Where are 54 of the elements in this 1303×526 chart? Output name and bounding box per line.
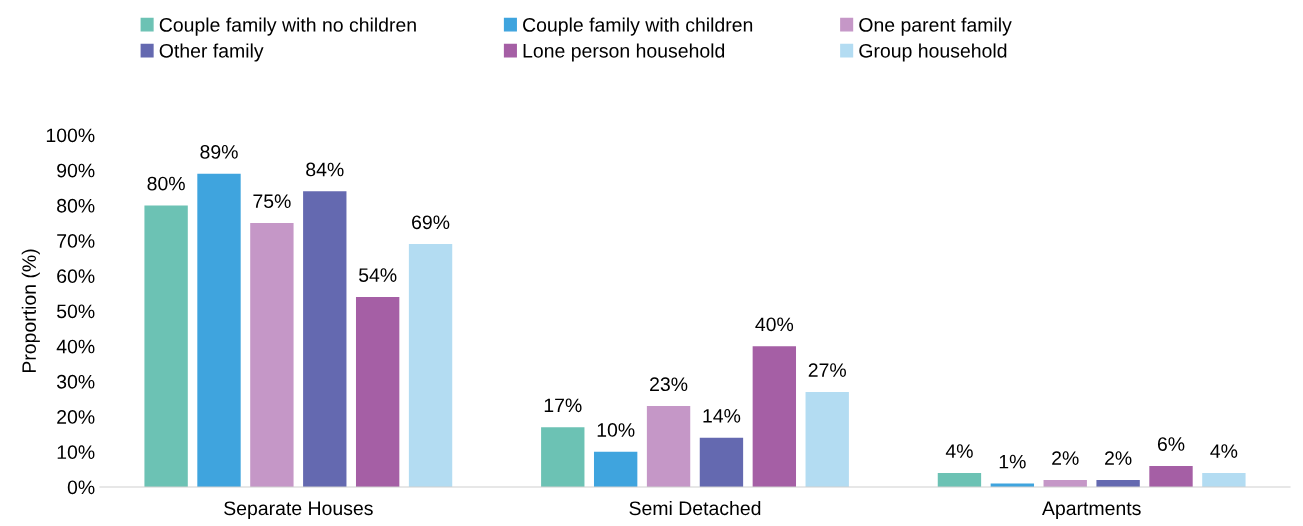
data-label: 69%: [412, 215, 450, 230]
bar: [805, 391, 849, 487]
y-axis-title: Proportion (%): [21, 249, 40, 373]
legend-label: Couple family with children: [523, 17, 753, 36]
data-label: 10%: [597, 423, 635, 437]
legend-label: Lone person household: [523, 43, 725, 62]
data-label: 1%: [999, 454, 1026, 469]
x-tick-label: Apartments: [1042, 501, 1141, 520]
data-label: 84%: [306, 162, 344, 177]
data-label: 54%: [358, 268, 397, 282]
data-label: 23%: [650, 377, 688, 392]
x-tick-label: Semi Detached: [629, 500, 761, 516]
data-label: 14%: [703, 409, 741, 423]
bar: [593, 451, 638, 487]
legend-label: Other family: [159, 43, 264, 62]
y-tick-label: 40%: [56, 339, 95, 354]
x-tick-label: Separate Houses: [224, 501, 373, 520]
y-tick-label: 20%: [57, 410, 95, 424]
y-tick-label: 50%: [57, 304, 95, 319]
bar: [646, 406, 691, 487]
legend-label: Group household: [859, 43, 1007, 62]
bar: [752, 346, 797, 487]
bar: [937, 472, 982, 487]
bar: [250, 223, 294, 487]
bar: [1149, 465, 1193, 487]
bar: [303, 191, 347, 487]
y-tick-label: 10%: [57, 445, 95, 460]
data-label: 6%: [1157, 437, 1185, 451]
data-label: 4%: [945, 444, 973, 458]
legend-label: One parent family: [859, 17, 1012, 36]
data-label: 27%: [808, 363, 846, 377]
y-tick-label: 60%: [57, 269, 95, 284]
data-label: 40%: [755, 317, 794, 332]
y-tick-label: 90%: [57, 163, 95, 178]
data-label: 75%: [253, 194, 291, 209]
bar: [699, 437, 744, 487]
data-label: 2%: [1105, 451, 1132, 465]
data-label: 89%: [200, 145, 238, 159]
bar: [541, 427, 585, 487]
bar: [408, 244, 453, 487]
bar: [1202, 472, 1246, 487]
data-label: 17%: [544, 398, 582, 413]
legend-label: Couple family with no children: [159, 17, 416, 36]
bar: [355, 296, 400, 487]
y-tick-label: 30%: [56, 374, 95, 389]
y-tick-label: 100%: [46, 128, 95, 143]
y-tick-label: 70%: [57, 234, 95, 248]
bar: [144, 205, 188, 487]
data-label: 80%: [147, 176, 185, 191]
bar: [197, 173, 241, 487]
y-tick-label: 80%: [57, 198, 95, 213]
data-label: 4%: [1210, 444, 1238, 458]
data-label: 2%: [1052, 451, 1079, 465]
y-tick-label: 0%: [67, 480, 95, 495]
